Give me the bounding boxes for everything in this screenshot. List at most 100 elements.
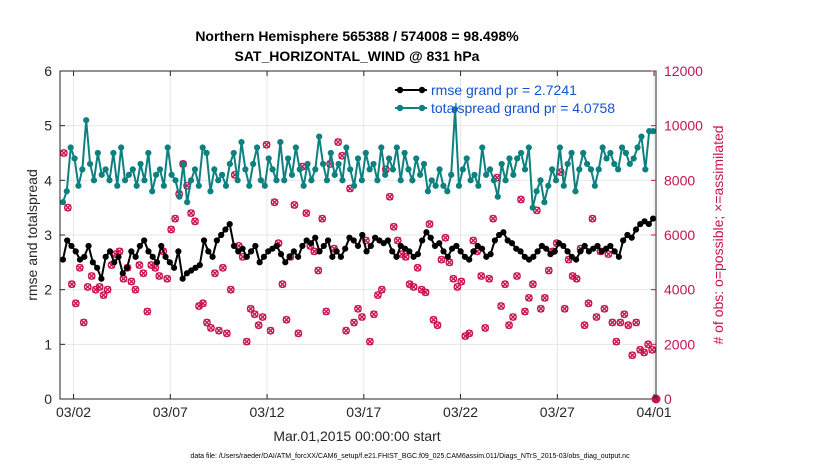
rmse-point-15: [123, 264, 131, 271]
totalspread-point-130: [564, 160, 571, 168]
obs-assimilated-84: [394, 236, 402, 244]
totalspread-point-23: [149, 188, 156, 195]
right-axis-ticks: 0 2000 4000 6000 8000 10000 12000: [651, 63, 703, 407]
obs-assimilated-85: [398, 250, 406, 258]
rmse-point-105: [508, 240, 516, 247]
obs-possible-7: [87, 272, 96, 280]
chart-title-line2: SAT_HORIZONTAL_WIND @ 831 hPa: [235, 48, 480, 64]
totalspread-point-132: [572, 188, 579, 195]
obs-possible-94: [433, 321, 442, 330]
obs-assimilated-40: [219, 264, 227, 272]
rmse-point-46: [256, 259, 263, 266]
totalspread-point-36: [199, 144, 206, 151]
left-tick-label-6: 6: [44, 63, 52, 79]
rmse-point-52: [282, 259, 289, 266]
obs-assimilated-114: [513, 272, 521, 280]
obs-possible-58: [290, 201, 299, 209]
rmse-point-85: [423, 229, 430, 236]
totalspread-point-1: [63, 188, 70, 195]
obs-assimilated-146: [640, 349, 648, 357]
totalspread-point-126: [549, 166, 556, 173]
obs-assimilated-53: [271, 198, 279, 206]
rmse-point-19: [141, 237, 148, 244]
obs-assimilated-52: [267, 327, 275, 335]
obs-assimilated-71: [342, 327, 350, 335]
totalspread-point-25: [156, 166, 164, 173]
right-tick-label-1: 2000: [664, 336, 695, 352]
totalspread-point-121: [529, 204, 536, 211]
totalspread-point-137: [591, 182, 598, 189]
totalspread-point-70: [331, 171, 338, 178]
totalspread-point-52: [261, 182, 268, 189]
rmse-point-26: [170, 264, 178, 271]
totalspread-point-66: [316, 133, 323, 140]
totalspread-point-76: [354, 155, 362, 162]
obs-assimilated-75: [358, 313, 366, 321]
obs-assimilated-9: [96, 283, 104, 291]
totalspread-point-69: [327, 149, 334, 157]
totalspread-point-32: [184, 199, 191, 206]
rmse-point-76: [384, 237, 392, 244]
obs-possible-10: [99, 291, 108, 300]
rmse-point-84: [419, 237, 426, 244]
rmse-point-96: [470, 248, 477, 255]
obs-possible-26: [163, 274, 172, 283]
obs-assimilated-66: [322, 308, 330, 316]
obs-possible-59: [294, 329, 303, 338]
rmse-point-51: [277, 251, 285, 258]
rmse-point-8: [94, 264, 101, 271]
rmse-point-32: [196, 261, 203, 269]
rmse-point-56: [299, 242, 306, 250]
obs-possible-41: [222, 329, 231, 338]
obs-assimilated-4: [76, 264, 84, 272]
obs-possible-93: [429, 315, 438, 324]
totalspread-point-138: [595, 166, 602, 173]
right-tick-label-5: 10000: [664, 118, 703, 134]
obs-assimilated-23: [151, 264, 159, 272]
totalspread-point-19: [133, 182, 140, 189]
totalspread-point-56: [277, 138, 284, 146]
obs-assimilated-88: [410, 283, 418, 291]
obs-assimilated-41: [223, 329, 231, 337]
totalspread-point-24: [152, 171, 160, 178]
totalspread-point-101: [451, 106, 459, 113]
obs-assimilated-19: [135, 261, 143, 269]
obs-possible-107: [485, 274, 494, 283]
rmse-point-95: [466, 256, 473, 263]
totalspread-point-88: [401, 149, 408, 157]
totalspread-point-144: [618, 144, 626, 151]
obs-possible-84: [393, 236, 402, 245]
obs-assimilated-47: [247, 305, 255, 313]
rmse-point-33: [200, 237, 208, 244]
totalspread-point-30: [176, 193, 183, 200]
rmse-point-100: [487, 251, 494, 258]
obs-possible-106: [481, 324, 490, 332]
obs-possible-140: [616, 318, 625, 327]
obs-assimilated-18: [131, 286, 139, 294]
obs-assimilated-83: [390, 223, 398, 231]
totalspread-point-145: [622, 149, 630, 157]
obs-assimilated-0: [60, 149, 68, 157]
totalspread-point-97: [436, 166, 443, 173]
obs-assimilated-28: [171, 215, 179, 223]
obs-possible-71: [342, 326, 350, 335]
rmse-point-12: [111, 259, 118, 266]
obs-possible-120: [536, 304, 545, 313]
obs-possible-121: [540, 293, 549, 302]
totalspread-point-100: [448, 171, 455, 178]
totalspread-point-79: [366, 166, 373, 173]
rmse-point-37: [218, 231, 225, 239]
rmse-point-6: [85, 242, 92, 250]
totalspread-point-3: [71, 155, 78, 162]
totalspread-point-120: [525, 144, 532, 151]
totalspread-point-67: [319, 160, 327, 168]
rmse-point-77: [389, 248, 396, 255]
totalspread-point-11: [102, 166, 109, 173]
x-tick-label-2: 03/12: [250, 404, 285, 420]
rmse-point-134: [632, 226, 640, 233]
obs-assimilated-51: [263, 141, 271, 149]
obs-possible-4: [75, 263, 84, 272]
totalspread-point-7: [86, 160, 94, 168]
obs-possible-61: [302, 209, 311, 218]
totalspread-point-116: [510, 171, 517, 178]
